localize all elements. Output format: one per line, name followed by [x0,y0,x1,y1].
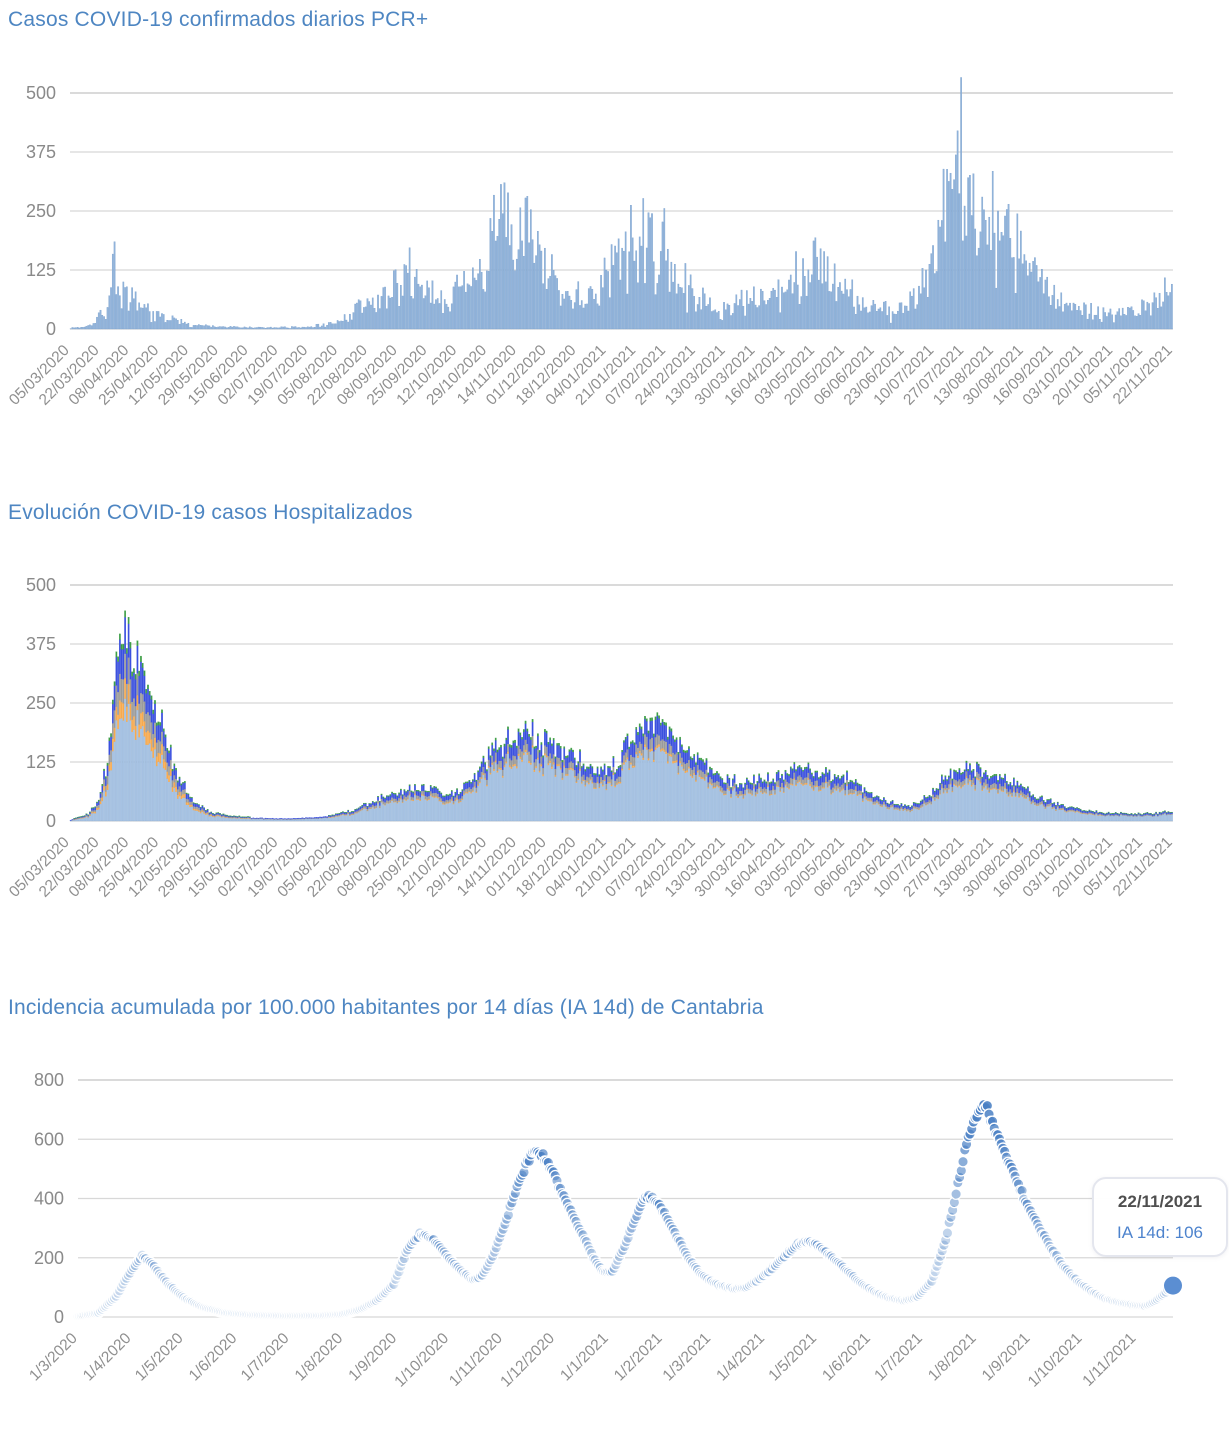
svg-text:250: 250 [26,201,56,221]
svg-text:1/7/2021: 1/7/2021 [871,1330,926,1385]
ia14d-tooltip: 22/11/2021 IA 14d: 106 [1092,1177,1228,1257]
chart-pcr-plot[interactable]: 012525037550005/03/202022/03/202008/04/2… [0,40,1229,460]
svg-text:125: 125 [26,260,56,280]
svg-text:375: 375 [26,634,56,654]
svg-text:1/8/2020: 1/8/2020 [292,1330,347,1385]
svg-text:1/6/2021: 1/6/2021 [819,1330,874,1385]
svg-text:400: 400 [34,1189,64,1209]
svg-text:1/4/2021: 1/4/2021 [713,1330,768,1385]
hospitalizados-stacked-series [69,610,1173,822]
svg-text:250: 250 [26,693,56,713]
svg-text:500: 500 [26,83,56,103]
svg-text:1/4/2020: 1/4/2020 [80,1330,135,1385]
pcr-bars-series [69,77,1173,330]
chart-ia14d-title: Incidencia acumulada por 100.000 habitan… [8,996,764,1019]
svg-text:200: 200 [34,1248,64,1268]
svg-text:1/3/2021: 1/3/2021 [660,1330,715,1385]
chart-pcr-title: Casos COVID-19 confirmados diarios PCR+ [8,8,429,31]
chart-hospitalizados-plot[interactable]: 012525037550005/03/202022/03/202008/04/2… [0,535,1229,955]
tooltip-value: IA 14d: 106 [1116,1223,1204,1242]
svg-text:600: 600 [34,1129,64,1149]
svg-text:1/9/2021: 1/9/2021 [979,1330,1034,1385]
svg-text:1/10/2020: 1/10/2020 [391,1330,452,1391]
ia14d-dots-series [72,1098,1178,1323]
svg-text:1/8/2021: 1/8/2021 [925,1330,980,1385]
svg-text:1/1/2021: 1/1/2021 [557,1330,612,1385]
svg-text:800: 800 [34,1070,64,1090]
svg-text:1/3/2020: 1/3/2020 [26,1330,81,1385]
svg-text:1/11/2020: 1/11/2020 [446,1330,506,1390]
svg-text:375: 375 [26,142,56,162]
svg-text:1/5/2021: 1/5/2021 [765,1330,820,1385]
svg-text:1/7/2020: 1/7/2020 [238,1330,293,1385]
chart-hospitalizados-title: Evolución COVID-19 casos Hospitalizados [8,501,413,524]
tooltip-date: 22/11/2021 [1117,1192,1203,1211]
svg-text:125: 125 [26,752,56,772]
svg-text:1/5/2020: 1/5/2020 [132,1330,187,1385]
svg-text:0: 0 [54,1307,64,1327]
svg-text:0: 0 [46,319,56,339]
svg-text:1/2/2021: 1/2/2021 [611,1330,666,1385]
svg-text:1/12/2020: 1/12/2020 [497,1330,558,1391]
hospitalizados-axes: 012525037550005/03/202022/03/202008/04/2… [6,575,1176,901]
svg-text:0: 0 [46,811,56,831]
svg-text:1/9/2020: 1/9/2020 [345,1330,400,1385]
svg-text:1/10/2021: 1/10/2021 [1025,1330,1086,1391]
svg-text:500: 500 [26,575,56,595]
ia14d-highlighted-point[interactable] [1164,1276,1182,1295]
svg-text:1/11/2021: 1/11/2021 [1079,1330,1139,1390]
svg-text:1/6/2020: 1/6/2020 [186,1330,241,1385]
